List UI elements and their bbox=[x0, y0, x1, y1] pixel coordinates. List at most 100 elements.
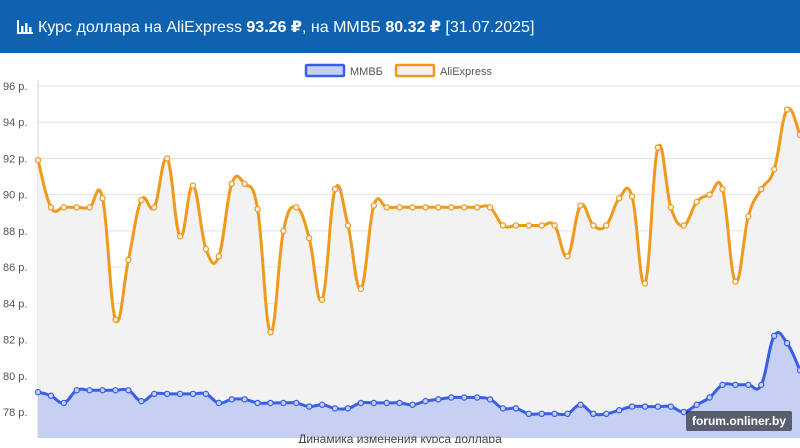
legend-swatch bbox=[304, 63, 346, 78]
mmvb-point bbox=[228, 396, 235, 403]
aliexpress-point bbox=[215, 253, 223, 260]
mmvb-point bbox=[215, 399, 223, 407]
aliexpress-point bbox=[228, 180, 235, 187]
mmvb-point bbox=[745, 381, 752, 389]
mmvb-point bbox=[512, 405, 520, 412]
aliexpress-point bbox=[189, 182, 197, 189]
aliexpress-point bbox=[176, 233, 184, 240]
aliexpress-point bbox=[758, 186, 765, 193]
line-chart: 78 р. 80 р. 82 р. 84 р. 86 р. 88 р. 90 р. 92 р.… bbox=[3, 63, 800, 446]
mmvb-point bbox=[732, 381, 739, 389]
mmvb-point bbox=[60, 399, 68, 407]
aliexpress-point bbox=[448, 204, 455, 211]
aliexpress-point bbox=[732, 278, 739, 285]
mmvb-point bbox=[577, 401, 584, 408]
mmvb-point bbox=[422, 397, 429, 405]
mmvb-point bbox=[370, 399, 377, 407]
ali-rate: 93.26 ₽ bbox=[246, 18, 303, 36]
mmvb-point bbox=[719, 381, 726, 389]
aliexpress-point bbox=[112, 316, 119, 323]
aliexpress-point bbox=[628, 193, 636, 200]
mmvb-point bbox=[306, 403, 313, 410]
series-points bbox=[34, 106, 800, 418]
mmvb-point bbox=[693, 401, 700, 408]
x-axis-label: Динамика изменения курса доллара bbox=[298, 432, 502, 443]
header-text-prefix: Курс доллара на AliExpress bbox=[38, 18, 247, 36]
aliexpress-point bbox=[293, 204, 300, 211]
y-tick-label: 80 р. bbox=[3, 371, 27, 383]
header-date: [31.07.2025] bbox=[440, 18, 535, 36]
mmvb-point bbox=[396, 399, 403, 407]
aliexpress-point bbox=[383, 204, 390, 211]
legend-label: AliExpress bbox=[440, 66, 492, 78]
aliexpress-point bbox=[512, 222, 520, 229]
mmvb-point bbox=[603, 410, 610, 418]
mmvb-point bbox=[461, 394, 468, 401]
mmvb-point bbox=[357, 399, 365, 407]
legend[interactable]: ММВБ AliExpress bbox=[304, 63, 492, 78]
aliexpress-point bbox=[99, 195, 106, 202]
mmvb-rate: 80.32 ₽ bbox=[385, 18, 441, 36]
aliexpress-point bbox=[667, 204, 675, 211]
aliexpress-point bbox=[435, 204, 442, 211]
aliexpress-point bbox=[357, 285, 365, 293]
aliexpress-point bbox=[461, 204, 468, 211]
aliexpress-point bbox=[770, 166, 778, 173]
mmvb-point bbox=[176, 390, 184, 398]
header-text-mid: , на ММВБ bbox=[302, 18, 386, 36]
mmvb-point bbox=[435, 396, 442, 403]
mmvb-point bbox=[189, 390, 197, 398]
aliexpress-point bbox=[163, 155, 171, 162]
mmvb-point bbox=[667, 403, 675, 410]
mmvb-point bbox=[86, 387, 93, 394]
aliexpress-point bbox=[280, 227, 287, 235]
mmvb-point bbox=[525, 410, 532, 418]
aliexpress-point bbox=[473, 204, 481, 211]
aliexpress-point bbox=[422, 204, 429, 211]
aliexpress-point bbox=[564, 253, 571, 260]
header-title: Курс доллара на AliExpress 93.26 ₽, на М… bbox=[38, 17, 534, 37]
aliexpress-point bbox=[125, 256, 132, 264]
aliexpress-point bbox=[47, 204, 55, 211]
mmvb-point bbox=[73, 387, 80, 394]
aliexpress-point bbox=[706, 191, 713, 198]
aliexpress-point bbox=[538, 222, 545, 229]
aliexpress-point bbox=[693, 198, 700, 206]
aliexpress-point bbox=[409, 204, 416, 211]
mmvb-area bbox=[38, 332, 800, 438]
watermark: forum.onliner.by bbox=[685, 411, 792, 431]
y-tick-label: 92 р. bbox=[3, 153, 27, 165]
aliexpress-point bbox=[719, 186, 726, 193]
mmvb-point bbox=[202, 390, 210, 398]
y-tick-label: 78 р. bbox=[3, 407, 27, 419]
y-tick-label: 94 р. bbox=[3, 117, 27, 129]
mmvb-point bbox=[654, 403, 662, 410]
y-tick-label: 88 р. bbox=[3, 226, 27, 238]
aliexpress-point bbox=[783, 106, 791, 113]
mmvb-point bbox=[499, 405, 507, 412]
chart-container: 78 р. 80 р. 82 р. 84 р. 86 р. 88 р. 90 р. 92 р.… bbox=[0, 53, 800, 446]
y-tick-label: 86 р. bbox=[3, 262, 27, 274]
mmvb-point bbox=[293, 399, 300, 407]
aliexpress-point bbox=[551, 222, 558, 229]
aliexpress-point bbox=[254, 205, 261, 213]
aliexpress-point bbox=[796, 131, 800, 139]
mmvb-point bbox=[590, 410, 597, 418]
aliexpress-point bbox=[318, 296, 326, 303]
aliexpress-point bbox=[396, 204, 403, 211]
series-areas bbox=[38, 108, 800, 438]
mmvb-point bbox=[770, 332, 778, 340]
aliexpress-point bbox=[202, 245, 210, 253]
mmvb-point bbox=[254, 399, 261, 407]
mmvb-point bbox=[280, 399, 287, 407]
legend-item-aliexpress[interactable]: AliExpress bbox=[394, 63, 492, 78]
aliexpress-point bbox=[654, 144, 662, 151]
y-tick-label: 96 р. bbox=[3, 81, 27, 93]
mmvb-point bbox=[628, 403, 636, 410]
aliexpress-point bbox=[577, 202, 584, 209]
mmvb-point bbox=[564, 410, 571, 418]
legend-item-mmvb[interactable]: ММВБ bbox=[304, 63, 383, 78]
mmvb-point bbox=[47, 392, 55, 399]
aliexpress-point bbox=[590, 222, 597, 229]
mmvb-point bbox=[344, 405, 352, 412]
